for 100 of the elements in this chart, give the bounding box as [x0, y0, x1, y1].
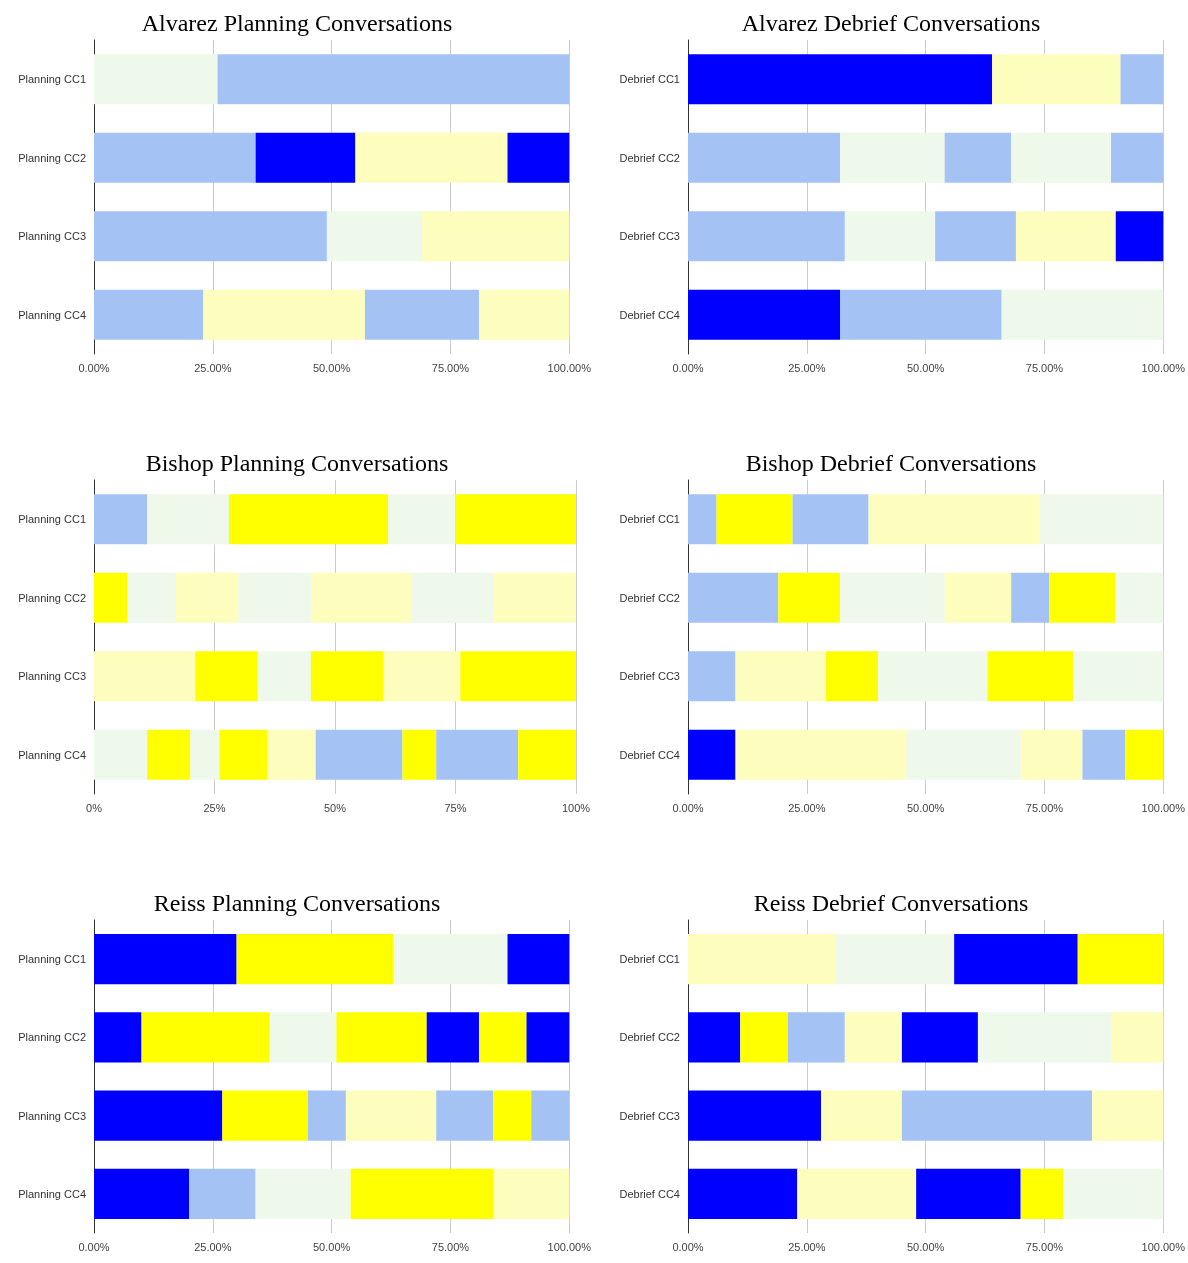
- x-tick-label: 25%: [203, 801, 226, 814]
- x-tick-label: 100.00%: [1141, 1240, 1186, 1253]
- x-tick-label: 50.00%: [906, 361, 945, 374]
- bar: [94, 934, 237, 985]
- y-tick-label: Debrief CC3: [619, 670, 680, 683]
- bar: [94, 211, 327, 262]
- y-tick-label: Debrief CC2: [619, 591, 680, 604]
- y-tick-label: Debrief CC1: [619, 953, 680, 966]
- x-tick-label: 0.00%: [672, 361, 704, 374]
- bar: [94, 1090, 223, 1141]
- x-tick-label: 75.00%: [1025, 1240, 1064, 1253]
- y-tick-label: Debrief CC1: [619, 73, 680, 86]
- x-tick-label: 25.00%: [194, 361, 232, 374]
- bar: [840, 132, 945, 183]
- x-tick-label: 0.00%: [78, 1240, 110, 1253]
- bar: [141, 1012, 270, 1063]
- bar: [255, 1168, 351, 1219]
- x-tick-label: 100.00%: [1141, 801, 1186, 814]
- bar: [821, 1090, 902, 1141]
- x-tick-label: 25.00%: [788, 1240, 826, 1253]
- bar: [688, 651, 736, 702]
- bar: [944, 572, 1012, 623]
- bar: [688, 494, 717, 545]
- chart-title: Alvarez Debrief Conversations: [741, 10, 1041, 36]
- bar: [844, 211, 936, 262]
- bar: [1011, 572, 1050, 623]
- bar: [1077, 934, 1164, 985]
- x-tick-label: 100.00%: [547, 1240, 592, 1253]
- y-tick-label: Planning CC1: [18, 953, 86, 966]
- bar: [393, 934, 508, 985]
- bar: [383, 651, 461, 702]
- x-tick-label: 50.00%: [906, 1240, 945, 1253]
- bar: [493, 1168, 570, 1219]
- bar: [1049, 572, 1116, 623]
- chart-title: Reiss Planning Conversations: [153, 890, 441, 916]
- x-tick-label: 100%: [561, 801, 591, 814]
- x-tick-label: 0.00%: [78, 361, 110, 374]
- x-tick-label: 0.00%: [672, 1240, 704, 1253]
- bar: [1125, 729, 1164, 780]
- bar: [355, 132, 508, 183]
- y-tick-label: Planning CC4: [18, 308, 86, 321]
- x-tick-label: 100.00%: [547, 361, 592, 374]
- bar: [688, 1090, 822, 1141]
- x-tick-label: 75.00%: [1025, 801, 1064, 814]
- bar: [688, 1012, 741, 1063]
- y-tick-label: Debrief CC2: [619, 151, 680, 164]
- x-tick-label: 50.00%: [906, 801, 945, 814]
- y-tick-label: Debrief CC4: [619, 1187, 680, 1200]
- y-tick-label: Planning CC3: [18, 230, 86, 243]
- y-tick-label: Planning CC4: [18, 748, 86, 761]
- bar: [336, 1012, 427, 1063]
- chart-title: Bishop Debrief Conversations: [745, 450, 1037, 476]
- bar: [310, 572, 413, 623]
- x-tick-label: 0%: [86, 801, 103, 814]
- y-tick-label: Planning CC3: [18, 670, 86, 683]
- y-tick-label: Planning CC3: [18, 1109, 86, 1122]
- y-tick-label: Debrief CC4: [619, 748, 680, 761]
- x-tick-label: 25.00%: [194, 1240, 232, 1253]
- y-tick-label: Planning CC1: [18, 73, 86, 86]
- bar: [1015, 211, 1116, 262]
- bar: [421, 211, 570, 262]
- bar: [518, 729, 576, 780]
- x-tick-label: 75.00%: [431, 1240, 470, 1253]
- bar: [236, 934, 394, 985]
- bar: [350, 1168, 494, 1219]
- bar: [1082, 729, 1126, 780]
- x-tick-label: 50%: [323, 801, 347, 814]
- chart-title: Bishop Planning Conversations: [145, 450, 449, 476]
- bar: [906, 729, 1021, 780]
- y-tick-label: Debrief CC3: [619, 230, 680, 243]
- y-tick-label: Debrief CC1: [619, 513, 680, 526]
- bar: [222, 1090, 308, 1141]
- x-tick-label: 75.00%: [431, 361, 470, 374]
- bar: [688, 572, 779, 623]
- bar: [94, 1012, 142, 1063]
- x-tick-label: 50.00%: [312, 1240, 351, 1253]
- bar: [190, 729, 220, 780]
- bar: [478, 1012, 527, 1063]
- y-tick-label: Debrief CC3: [619, 1109, 680, 1122]
- x-tick-label: 75%: [444, 801, 467, 814]
- bar: [94, 132, 256, 183]
- chart-title: Alvarez Planning Conversations: [141, 10, 453, 36]
- bar: [944, 132, 1012, 183]
- bar: [1020, 729, 1083, 780]
- bar: [269, 1012, 337, 1063]
- bar: [787, 1012, 845, 1063]
- x-tick-label: 0.00%: [672, 801, 704, 814]
- bar: [1120, 54, 1164, 105]
- y-tick-label: Planning CC4: [18, 1187, 86, 1200]
- x-tick-label: 25.00%: [788, 801, 826, 814]
- bar: [977, 1012, 1112, 1063]
- bar: [1111, 1012, 1164, 1063]
- x-tick-label: 75.00%: [1025, 361, 1064, 374]
- y-tick-label: Planning CC2: [18, 591, 86, 604]
- chart-title: Reiss Debrief Conversations: [753, 890, 1029, 916]
- bar: [688, 729, 736, 780]
- y-tick-label: Planning CC2: [18, 1031, 86, 1044]
- x-tick-label: 25.00%: [788, 361, 826, 374]
- bar: [688, 1168, 798, 1219]
- bar: [868, 494, 1040, 545]
